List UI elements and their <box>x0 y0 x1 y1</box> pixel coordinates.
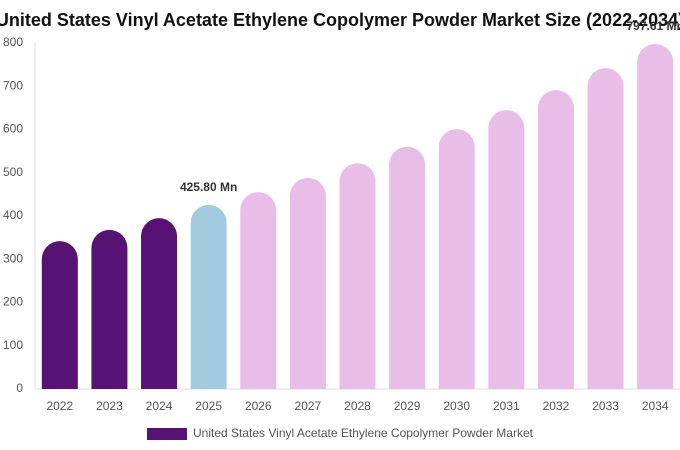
chart-title: United States Vinyl Acetate Ethylene Cop… <box>0 10 680 30</box>
y-tick-label: 500 <box>3 165 23 179</box>
x-tick-label: 2022 <box>46 399 73 413</box>
bar <box>438 129 475 389</box>
bar <box>190 204 227 389</box>
y-tick-label: 400 <box>3 208 23 222</box>
bar <box>587 68 624 390</box>
bar <box>537 90 574 389</box>
bar <box>91 229 128 389</box>
legend-swatch <box>147 428 187 440</box>
y-tick-label: 0 <box>16 381 23 395</box>
bar <box>41 241 78 389</box>
x-tick-label: 2031 <box>493 399 520 413</box>
y-tick-label: 800 <box>3 35 23 49</box>
x-tick-label: 2026 <box>245 399 272 413</box>
x-tick-label: 2025 <box>195 399 222 413</box>
y-tick-label: 700 <box>3 78 23 92</box>
x-tick-label: 2032 <box>543 399 570 413</box>
x-tick-label: 2028 <box>344 399 371 413</box>
x-tick-label: 2024 <box>146 399 173 413</box>
bar <box>240 192 277 389</box>
x-tick-label: 2027 <box>295 399 322 413</box>
value-label: 797.61 Mn <box>627 19 680 33</box>
x-tick-label: 2023 <box>96 399 123 413</box>
bar <box>141 218 178 389</box>
bar <box>289 177 326 389</box>
y-tick-label: 300 <box>3 251 23 265</box>
x-tick-label: 2030 <box>443 399 470 413</box>
x-tick-label: 2029 <box>394 399 421 413</box>
y-tick-label: 100 <box>3 338 23 352</box>
value-label: 425.80 Mn <box>180 180 237 194</box>
y-tick-label: 600 <box>3 122 23 136</box>
bar <box>389 146 426 389</box>
x-tick-label: 2033 <box>592 399 619 413</box>
x-tick-label: 2034 <box>642 399 669 413</box>
y-tick-label: 200 <box>3 295 23 309</box>
bar <box>637 44 674 389</box>
legend-label: United States Vinyl Acetate Ethylene Cop… <box>193 426 534 440</box>
bar <box>339 163 376 389</box>
bar <box>488 110 525 389</box>
